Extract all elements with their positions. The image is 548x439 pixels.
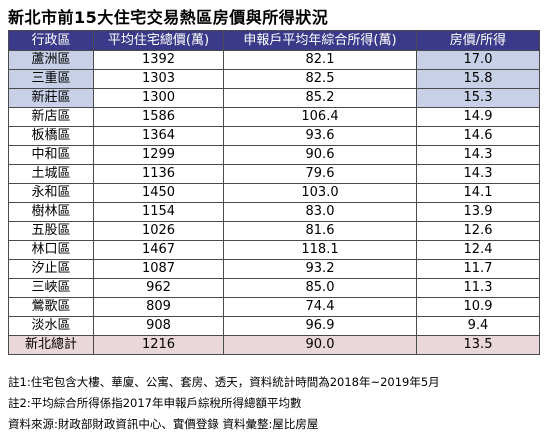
cell-avg-income: 74.4 [223,297,417,317]
cell-district: 樹林區 [8,202,94,222]
table-header-row: 行政區 平均住宅總價(萬) 申報戶平均年綜合所得(萬) 房價/所得 [8,30,540,51]
cell-district: 汐止區 [8,259,94,279]
cell-avg-price: 1300 [93,88,224,108]
footnote-1: 註1:住宅包含大樓、華廈、公寓、套房、透天，資料統計時間為2018年~2019年… [8,375,440,389]
source-note: 資料來源:財政部財政資訊中心、實價登錄 資料彙整:屋比房屋 [8,417,319,431]
cell-avg-income: 93.6 [223,126,417,146]
cell-avg-price: 809 [93,297,224,317]
cell-ratio: 10.9 [416,297,540,317]
table-total-row: 新北總計 1216 90.0 13.5 [8,335,540,355]
table-body: 蘆洲區 1392 82.1 17.0 三重區 1303 82.5 15.8 新莊區 1300 85.… [8,50,540,355]
table-row: 五股區 1026 81.6 12.6 [8,221,540,241]
cell-avg-income: 93.2 [223,259,417,279]
cell-avg-income: 103.0 [223,183,417,203]
total-cell-avg-price: 1216 [93,335,224,355]
table-row: 蘆洲區 1392 82.1 17.0 [8,50,540,70]
cell-ratio: 12.4 [416,240,540,260]
cell-avg-income: 106.4 [223,107,417,127]
total-cell-ratio: 13.5 [416,335,540,355]
cell-avg-income: 90.6 [223,145,417,165]
cell-ratio: 15.8 [416,69,540,89]
cell-avg-price: 1087 [93,259,224,279]
table-row: 新店區 1586 106.4 14.9 [8,107,540,127]
cell-ratio: 11.7 [416,259,540,279]
cell-ratio: 15.3 [416,88,540,108]
cell-district: 淡水區 [8,316,94,336]
cell-avg-price: 1299 [93,145,224,165]
cell-avg-price: 1154 [93,202,224,222]
cell-avg-income: 96.9 [223,316,417,336]
cell-avg-price: 908 [93,316,224,336]
cell-avg-income: 79.6 [223,164,417,184]
cell-avg-price: 1392 [93,50,224,70]
cell-ratio: 13.9 [416,202,540,222]
cell-district: 土城區 [8,164,94,184]
cell-avg-income: 85.0 [223,278,417,298]
header-price-income-ratio: 房價/所得 [416,30,540,51]
cell-avg-income: 82.1 [223,50,417,70]
cell-ratio: 11.3 [416,278,540,298]
cell-district: 三峽區 [8,278,94,298]
cell-avg-income: 83.0 [223,202,417,222]
total-cell-district: 新北總計 [8,335,94,355]
cell-ratio: 14.1 [416,183,540,203]
price-income-table: 行政區 平均住宅總價(萬) 申報戶平均年綜合所得(萬) 房價/所得 蘆洲區 139… [8,30,540,355]
cell-avg-price: 1364 [93,126,224,146]
cell-district: 林口區 [8,240,94,260]
table-row: 林口區 1467 118.1 12.4 [8,240,540,260]
cell-ratio: 14.6 [416,126,540,146]
table-row: 板橋區 1364 93.6 14.6 [8,126,540,146]
table-row: 三峽區 962 85.0 11.3 [8,278,540,298]
total-cell-avg-income: 90.0 [223,335,417,355]
cell-district: 中和區 [8,145,94,165]
table-row: 新莊區 1300 85.2 15.3 [8,88,540,108]
header-avg-income: 申報戶平均年綜合所得(萬) [223,30,417,51]
cell-avg-price: 1586 [93,107,224,127]
cell-ratio: 9.4 [416,316,540,336]
cell-district: 新店區 [8,107,94,127]
cell-district: 鶯歌區 [8,297,94,317]
cell-district: 永和區 [8,183,94,203]
table-row: 永和區 1450 103.0 14.1 [8,183,540,203]
cell-ratio: 14.3 [416,164,540,184]
cell-avg-price: 962 [93,278,224,298]
cell-avg-income: 85.2 [223,88,417,108]
cell-avg-income: 82.5 [223,69,417,89]
cell-district: 新莊區 [8,88,94,108]
cell-avg-price: 1450 [93,183,224,203]
page-title: 新北市前15大住宅交易熱區房價與所得狀況 [8,8,329,27]
table-row: 三重區 1303 82.5 15.8 [8,69,540,89]
header-district: 行政區 [8,30,94,51]
cell-avg-income: 118.1 [223,240,417,260]
table-row: 中和區 1299 90.6 14.3 [8,145,540,165]
cell-ratio: 17.0 [416,50,540,70]
table-row: 樹林區 1154 83.0 13.9 [8,202,540,222]
header-avg-price: 平均住宅總價(萬) [93,30,224,51]
cell-ratio: 12.6 [416,221,540,241]
table-row: 鶯歌區 809 74.4 10.9 [8,297,540,317]
cell-district: 五股區 [8,221,94,241]
cell-district: 板橋區 [8,126,94,146]
cell-avg-income: 81.6 [223,221,417,241]
table-row: 汐止區 1087 93.2 11.7 [8,259,540,279]
cell-avg-price: 1467 [93,240,224,260]
cell-district: 三重區 [8,69,94,89]
footnotes: 註1:住宅包含大樓、華廈、公寓、套房、透天，資料統計時間為2018年~2019年… [8,373,440,436]
table-row: 淡水區 908 96.9 9.4 [8,316,540,336]
cell-ratio: 14.3 [416,145,540,165]
cell-avg-price: 1026 [93,221,224,241]
cell-avg-price: 1136 [93,164,224,184]
cell-ratio: 14.9 [416,107,540,127]
cell-district: 蘆洲區 [8,50,94,70]
table-row: 土城區 1136 79.6 14.3 [8,164,540,184]
cell-avg-price: 1303 [93,69,224,89]
footnote-2: 註2:平均綜合所得係指2017年申報戶綜稅所得總額平均數 [8,396,302,410]
